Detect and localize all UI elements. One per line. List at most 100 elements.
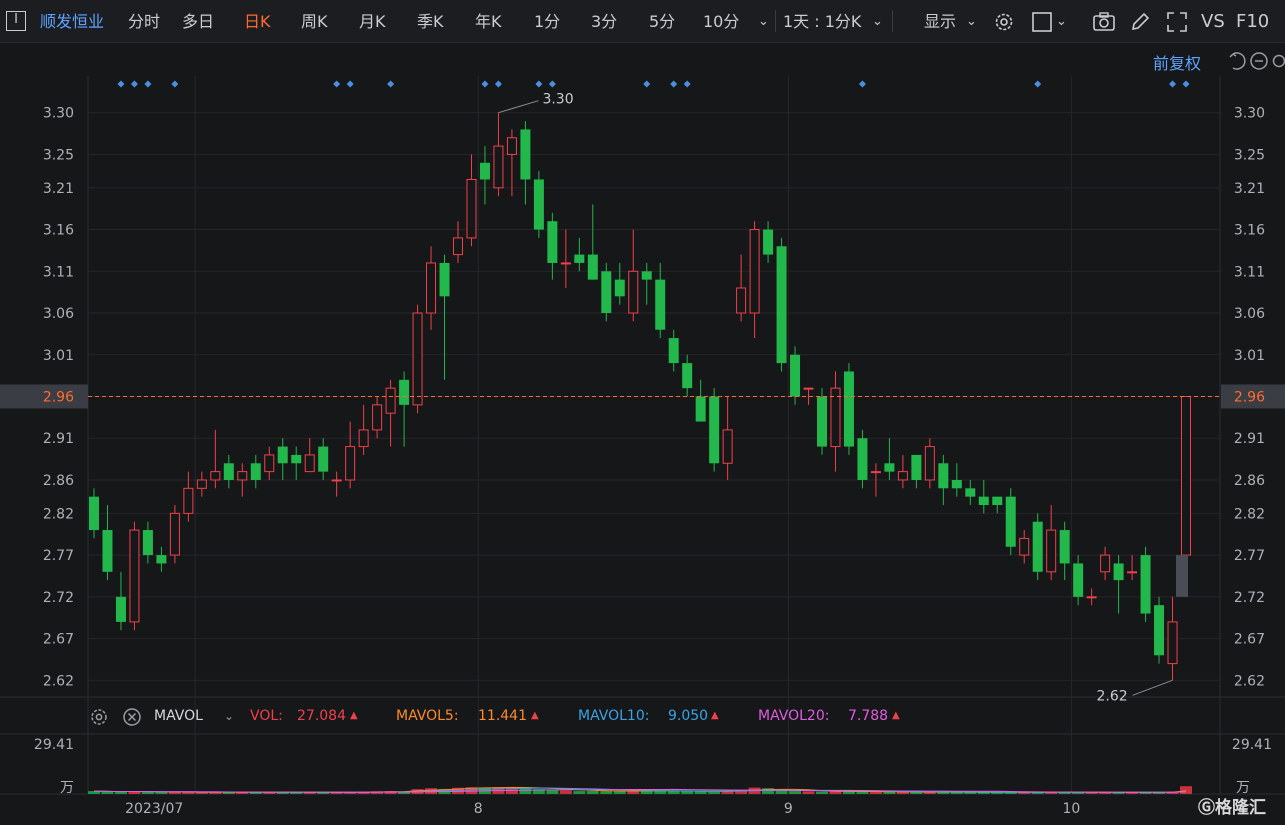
candle-body [493, 145, 504, 189]
price-tick-label-right: 2.91 [1234, 431, 1265, 447]
current-price-tag-right [1221, 384, 1285, 409]
indicator-close-icon[interactable] [121, 706, 143, 728]
tab-daily-k[interactable]: 日K [244, 12, 271, 31]
volume-bar [344, 792, 357, 794]
candle-body [857, 438, 868, 480]
volume-bar [357, 791, 370, 794]
candle-body [115, 596, 126, 622]
volume-bar [1180, 786, 1192, 794]
tab-quarterly-k[interactable]: 季K [417, 12, 444, 31]
candle-body [277, 446, 288, 464]
mavol10-value: 9.050 [668, 708, 709, 724]
candle-body [426, 262, 437, 314]
stock-name[interactable]: 顺发恒业 [40, 12, 105, 31]
candle-body [870, 471, 881, 474]
volume-unit-label-right: 万 [1236, 780, 1250, 796]
volume-bar [883, 792, 896, 794]
indicator-chevron-icon[interactable]: ⌄ [224, 709, 235, 723]
tab-1min[interactable]: 1分 [534, 12, 561, 31]
candle-body [682, 363, 693, 389]
layout-chevron-icon[interactable]: ⌄ [1056, 14, 1067, 29]
event-marker-icon [643, 80, 651, 88]
volume-bar [532, 789, 545, 794]
candle-body [641, 271, 652, 280]
candle-body [547, 221, 558, 263]
mavol20-value: 7.788 [848, 708, 889, 724]
draw-pencil-icon[interactable] [1129, 11, 1151, 33]
volume-bar [546, 789, 559, 794]
interval-select[interactable]: 1天 : 1分K [783, 12, 862, 31]
price-tick-label-right: 2.86 [1234, 473, 1265, 489]
price-tick-label-left: 3.06 [43, 306, 74, 322]
display-chevron-icon[interactable]: ⌄ [966, 14, 977, 29]
candle-body [668, 338, 679, 364]
candle-body [695, 396, 706, 422]
tab-yearly-k[interactable]: 年K [475, 12, 502, 31]
price-tick-label-left: 2.91 [43, 431, 74, 447]
camera-icon[interactable] [1092, 11, 1116, 33]
candle-body [978, 496, 989, 506]
candle-body [399, 379, 410, 405]
undo-icon[interactable] [1229, 52, 1246, 70]
price-tick-label-right: 2.67 [1234, 632, 1265, 648]
volume-bar [1072, 792, 1085, 794]
volume-bar [182, 791, 195, 794]
current-price-label-right: 2.96 [1234, 390, 1265, 406]
tab-multi-day[interactable]: 多日 [182, 12, 215, 31]
tab-3min[interactable]: 3分 [591, 12, 618, 31]
candle-body [776, 246, 787, 364]
tab-weekly-k[interactable]: 周K [301, 12, 328, 31]
candle-body [749, 229, 760, 314]
candle-body [1181, 396, 1191, 556]
candle-body [817, 396, 827, 447]
candle-body [587, 254, 598, 280]
volume-bar [1139, 792, 1152, 794]
sidebar-toggle-icon[interactable]: I [6, 11, 26, 31]
volume-bar [802, 791, 815, 794]
volume-bar [856, 791, 869, 794]
candle-body [911, 454, 922, 480]
tab-10min[interactable]: 10分 [703, 12, 740, 31]
volume-bar [829, 791, 842, 794]
volume-bar [290, 792, 303, 794]
volume-bar [654, 790, 667, 794]
layout-box-icon[interactable] [1031, 11, 1053, 33]
volume-bar [640, 790, 653, 794]
candle-body [938, 463, 949, 489]
zoom-out-icon[interactable] [1250, 52, 1268, 70]
candle-body [291, 454, 302, 464]
candle-body [129, 529, 140, 623]
f10-button[interactable]: F10 [1236, 11, 1270, 32]
indicator-name[interactable]: MAVOL [154, 708, 203, 724]
event-marker-icon [1182, 80, 1190, 88]
tab-5min[interactable]: 5分 [649, 12, 676, 31]
volume-bar [775, 790, 788, 794]
tab-fenshi[interactable]: 分时 [128, 12, 161, 31]
tab-monthly-k[interactable]: 月K [359, 12, 386, 31]
candle-body [1140, 555, 1151, 614]
candle-body [1100, 554, 1111, 573]
interval-chevron-icon[interactable]: ⌄ [872, 14, 883, 29]
fullscreen-icon[interactable] [1166, 11, 1188, 33]
period-more-chevron-icon[interactable]: ⌄ [758, 14, 769, 29]
settings-gear-icon[interactable] [993, 11, 1015, 33]
candle-body [466, 178, 477, 239]
current-price-label-left: 2.96 [43, 390, 74, 406]
volume-bar [573, 791, 586, 794]
volume-bar [519, 788, 532, 794]
display-menu[interactable]: 显示 [924, 12, 957, 31]
event-marker-icon [1034, 80, 1042, 88]
volume-bar [1099, 792, 1112, 794]
adjust-mode-button[interactable]: 前复权 [1153, 54, 1202, 73]
candle-body [614, 279, 625, 297]
candle-body [196, 479, 207, 489]
volume-bar [708, 791, 721, 794]
event-marker-icon [171, 80, 179, 88]
indicator-settings-icon[interactable] [88, 706, 110, 728]
volume-bar [317, 792, 330, 794]
toolbar-divider [775, 10, 776, 32]
vs-compare-button[interactable]: VS [1201, 11, 1225, 32]
volume-bar [236, 792, 249, 794]
volume-bar [559, 790, 572, 794]
